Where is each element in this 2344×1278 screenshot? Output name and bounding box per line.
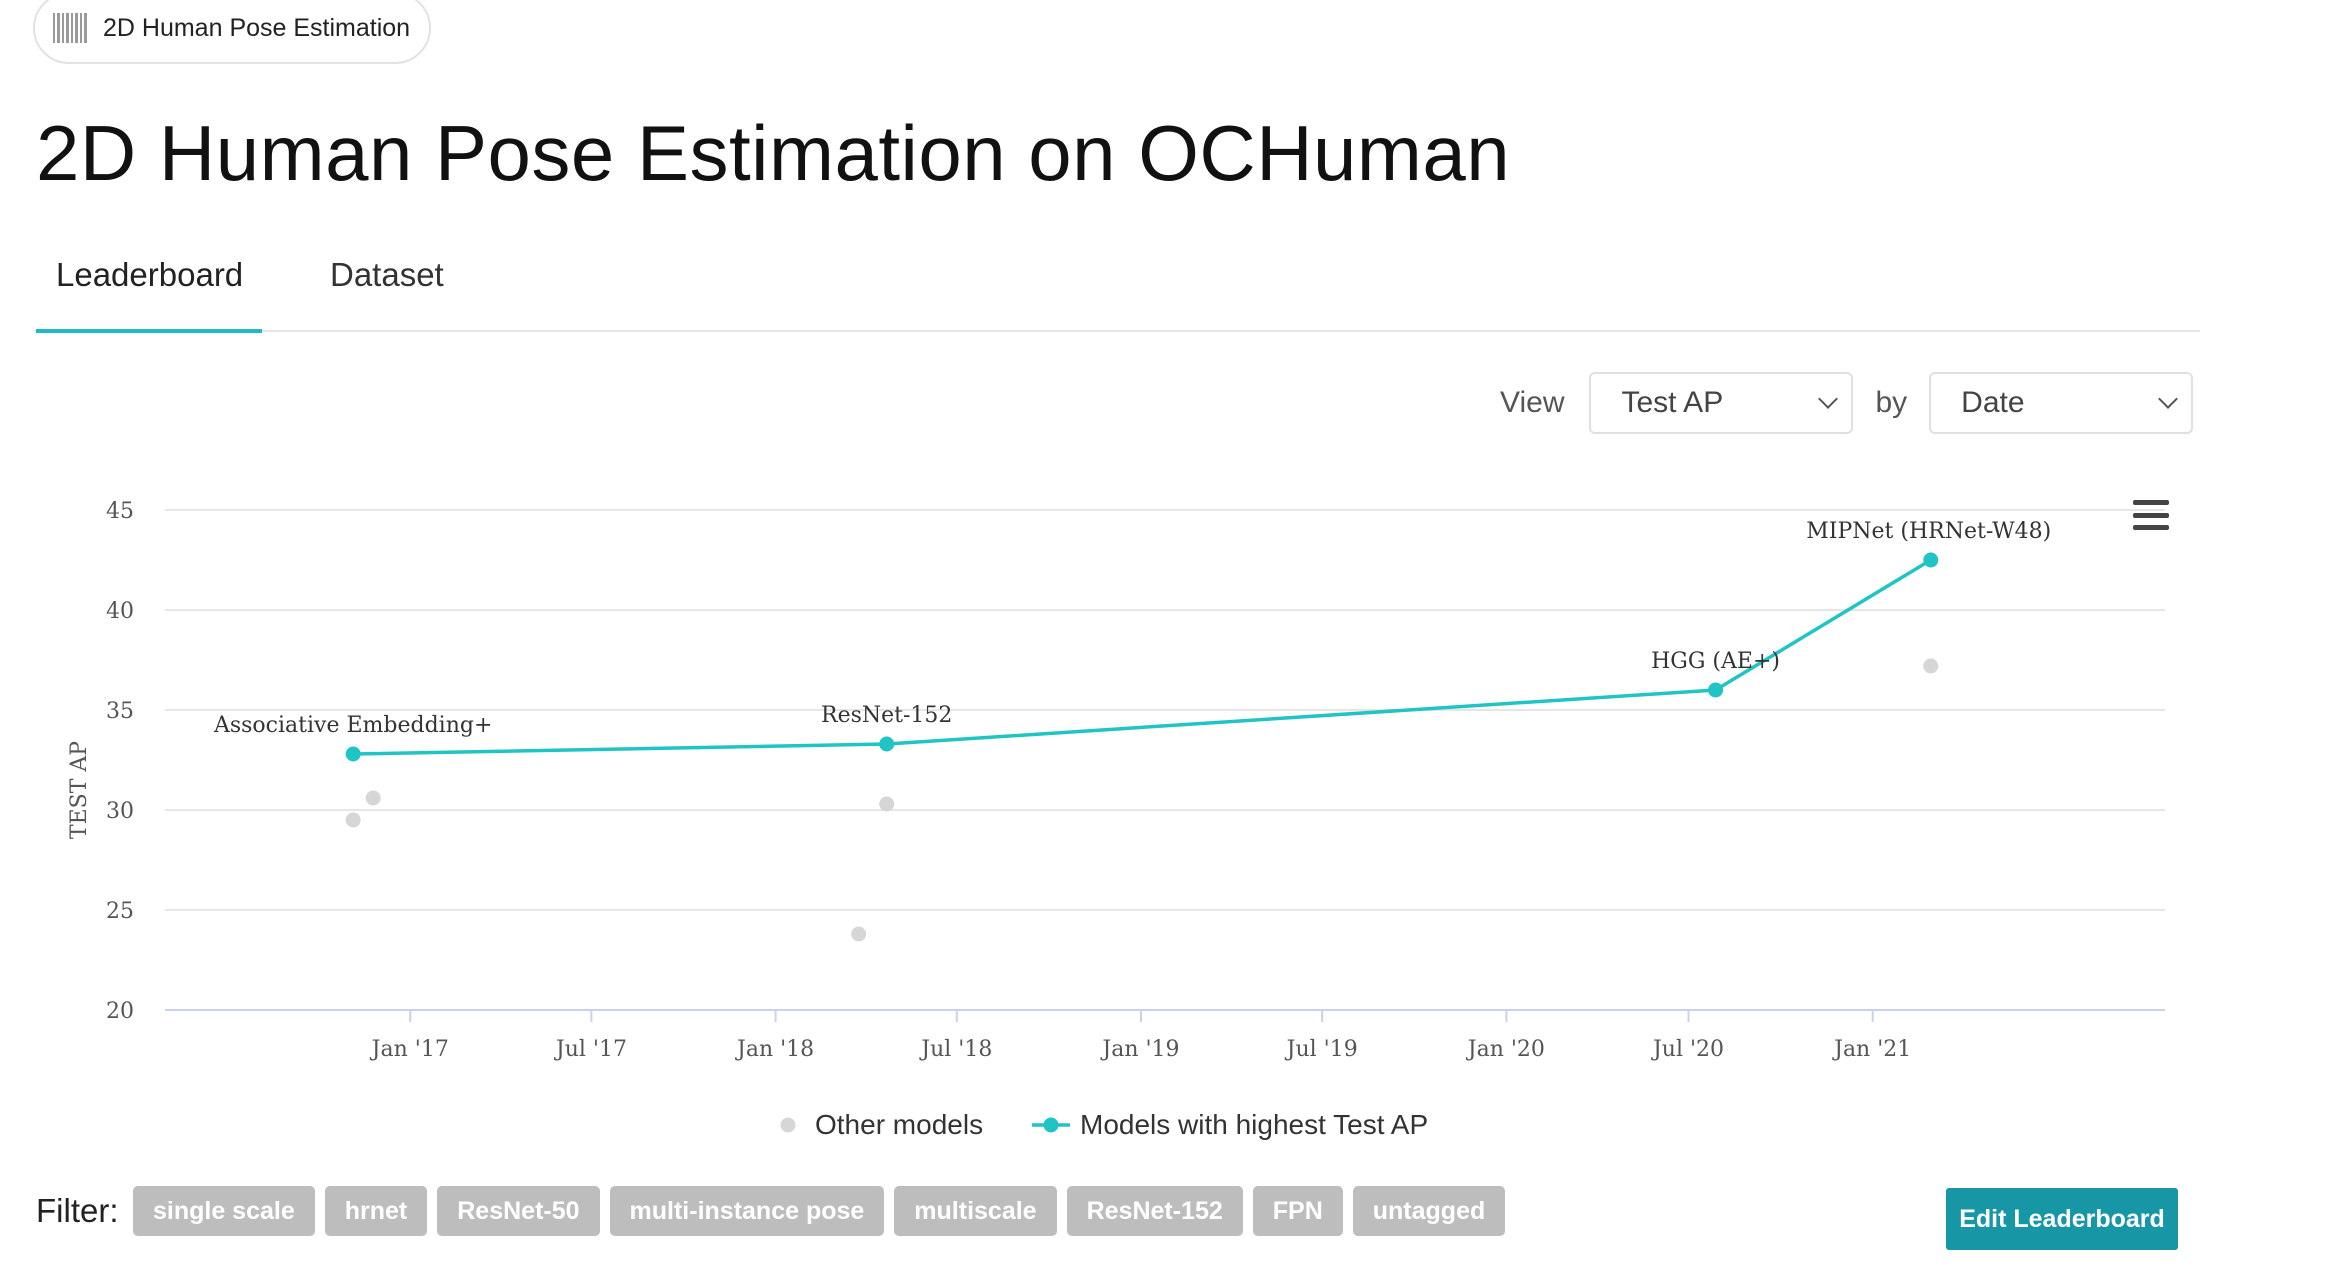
best-models-line — [353, 558, 1932, 756]
best-model-point — [1708, 682, 1724, 698]
x-tick-label: Jul '19 — [1285, 1037, 1358, 1062]
y-tick-label: 25 — [106, 899, 134, 924]
other-model-point — [1923, 658, 1939, 674]
point-label: HGG (AE+) — [1651, 649, 1780, 674]
leaderboard-chart: 20 25 30 35 40 45 Jan '17 Jul '17 Jan '18 Jul '18… — [67, 499, 2165, 1140]
y-tick-label: 40 — [106, 599, 134, 624]
best-model-point — [879, 736, 895, 752]
active-tab-indicator — [36, 329, 262, 333]
view-controls: View Test AP by Date — [1500, 372, 2194, 434]
breadcrumb-chip[interactable]: 2D Human Pose Estimation — [33, 0, 431, 64]
filter-label: Filter: — [36, 1192, 119, 1229]
tab-leaderboard[interactable]: Leaderboard — [56, 256, 244, 293]
filter-tag[interactable]: untagged — [1352, 1186, 1506, 1236]
tab-bar: Leaderboard Dataset — [36, 250, 2200, 333]
breadcrumb-label: 2D Human Pose Estimation — [103, 13, 411, 42]
filter-tags: single scale hrnet ResNet-50 multi-instance… — [133, 1186, 1506, 1236]
barcode-icon — [53, 13, 87, 43]
axis-select-value: Date — [1961, 386, 2025, 419]
other-model-point — [879, 796, 895, 812]
x-tick-label: Jan '17 — [370, 1037, 449, 1062]
axis-select[interactable]: Date — [1929, 372, 2194, 434]
best-model-point — [1923, 552, 1939, 568]
filter-tag[interactable]: FPN — [1252, 1186, 1343, 1236]
filter-tag[interactable]: ResNet-152 — [1066, 1186, 1243, 1236]
x-tick-label: Jul '17 — [554, 1037, 627, 1062]
tab-dataset[interactable]: Dataset — [330, 256, 444, 293]
legend-label-other: Other models — [815, 1109, 983, 1140]
point-label: Associative Embedding+ — [213, 713, 492, 738]
filter-tag[interactable]: ResNet-50 — [437, 1186, 600, 1236]
edit-leaderboard-button[interactable]: Edit Leaderboard — [1946, 1188, 2178, 1250]
x-tick-label: Jan '19 — [1100, 1037, 1179, 1062]
other-model-point — [851, 926, 867, 942]
filter-tag[interactable]: multiscale — [894, 1186, 1057, 1236]
legend-label-best: Models with highest Test AP — [1080, 1109, 1428, 1140]
x-tick-label: Jul '20 — [1651, 1037, 1724, 1062]
y-axis-label: TEST AP — [67, 741, 92, 839]
view-label: View — [1500, 386, 1565, 419]
x-tick-label: Jan '21 — [1832, 1037, 1911, 1062]
metric-select-value: Test AP — [1621, 386, 1724, 419]
other-model-point — [345, 812, 361, 828]
y-tick-label: 45 — [106, 499, 134, 524]
y-tick-label: 30 — [106, 799, 134, 824]
chart-menu-icon[interactable] — [2133, 500, 2169, 530]
by-label: by — [1875, 386, 1908, 419]
best-model-point — [345, 746, 361, 762]
x-tick-label: Jan '20 — [1466, 1037, 1545, 1062]
x-tick-label: Jan '18 — [735, 1037, 814, 1062]
point-label: MIPNet (HRNet-W48) — [1806, 519, 2051, 544]
metric-select[interactable]: Test AP — [1589, 372, 1854, 434]
legend-marker-best — [1043, 1117, 1059, 1133]
page-title: 2D Human Pose Estimation on OCHuman — [36, 109, 1511, 197]
legend-marker-other — [780, 1117, 796, 1133]
chevron-down-icon — [2158, 389, 2179, 409]
y-tick-label: 20 — [106, 999, 134, 1024]
x-tick-label: Jul '18 — [919, 1037, 992, 1062]
other-model-point — [365, 790, 381, 806]
y-tick-label: 35 — [106, 699, 134, 724]
chevron-down-icon — [1818, 389, 1839, 409]
point-label: ResNet-152 — [821, 703, 952, 728]
filter-tag[interactable]: multi-instance pose — [609, 1186, 885, 1236]
filter-tag[interactable]: hrnet — [324, 1186, 428, 1236]
filter-tag[interactable]: single scale — [133, 1186, 315, 1236]
